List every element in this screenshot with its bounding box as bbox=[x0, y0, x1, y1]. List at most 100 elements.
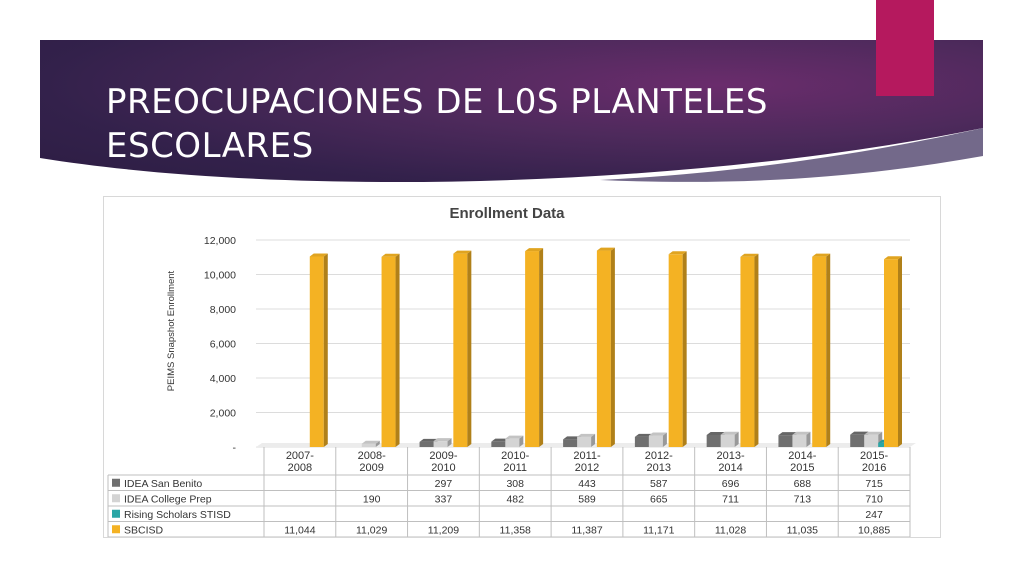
x-tick-label: 2007- bbox=[286, 450, 314, 462]
bar-top bbox=[884, 256, 902, 260]
data-label: 337 bbox=[435, 493, 453, 505]
data-label: 589 bbox=[578, 493, 596, 505]
bar-idea-college-prep bbox=[648, 432, 667, 447]
bar-sbcisd bbox=[453, 250, 472, 447]
x-tick-label: 2009 bbox=[359, 462, 383, 474]
y-tick-label: 12,000 bbox=[204, 235, 236, 247]
bar-idea-college-prep bbox=[361, 440, 380, 447]
bar-top bbox=[381, 253, 400, 257]
data-label: 443 bbox=[578, 478, 596, 490]
chart-frame: Enrollment Data PEIMS Snapshot Enrollmen… bbox=[103, 196, 941, 538]
bar-front bbox=[577, 436, 592, 447]
bar-sbcisd bbox=[596, 247, 615, 447]
bar-front bbox=[419, 441, 434, 447]
x-tick-label: 2008 bbox=[288, 462, 312, 474]
x-tick-label: 2013- bbox=[716, 450, 744, 462]
bar-side bbox=[898, 256, 902, 447]
bar-top bbox=[433, 438, 452, 442]
bar-front bbox=[361, 443, 376, 447]
x-tick-label: 2011- bbox=[573, 450, 601, 462]
bar-front bbox=[706, 434, 721, 447]
x-tick-label: 2010 bbox=[431, 462, 455, 474]
y-tick-label: - bbox=[233, 442, 237, 454]
bar-front bbox=[491, 441, 506, 447]
bar-idea-college-prep bbox=[577, 433, 596, 447]
x-tick-label: 2015- bbox=[860, 450, 888, 462]
data-label: 11,044 bbox=[284, 524, 315, 536]
bar-side bbox=[591, 433, 596, 447]
bar-front bbox=[648, 435, 663, 447]
data-label: 190 bbox=[363, 493, 381, 505]
bar-side bbox=[375, 440, 380, 447]
bar-top bbox=[419, 438, 438, 442]
data-label: 713 bbox=[794, 493, 812, 505]
bar-side bbox=[826, 253, 831, 447]
gridlines bbox=[256, 239, 910, 448]
bar-top bbox=[361, 440, 380, 444]
bar-top bbox=[792, 431, 811, 435]
bar-idea-college-prep bbox=[505, 435, 524, 447]
bars bbox=[256, 247, 916, 447]
bar-front bbox=[850, 434, 865, 447]
x-tick-label: 2008- bbox=[358, 450, 386, 462]
bar-side bbox=[610, 247, 615, 447]
enrollment-chart: Enrollment Data PEIMS Snapshot Enrollmen… bbox=[107, 205, 916, 538]
bar-front bbox=[309, 256, 324, 447]
legend-swatch bbox=[112, 494, 120, 503]
x-tick-label: 2010- bbox=[501, 450, 529, 462]
x-tick-label: 2012- bbox=[645, 450, 673, 462]
bar-front bbox=[634, 436, 649, 447]
bar-sbcisd bbox=[812, 253, 831, 447]
bar-side bbox=[467, 250, 472, 447]
legend-label: IDEA San Benito bbox=[124, 478, 202, 490]
bar-front bbox=[864, 434, 879, 447]
bar-top bbox=[668, 251, 687, 255]
bar-top bbox=[720, 431, 739, 435]
bar-top bbox=[850, 431, 869, 435]
bar-sbcisd bbox=[740, 253, 759, 447]
chart-title: Enrollment Data bbox=[449, 205, 565, 222]
bar-side bbox=[539, 248, 544, 447]
data-label: 11,171 bbox=[643, 524, 674, 536]
bar-sbcisd bbox=[884, 256, 902, 447]
bar-top bbox=[634, 433, 653, 437]
bar-top bbox=[864, 431, 883, 435]
data-label: 10,885 bbox=[858, 524, 890, 536]
data-label: 308 bbox=[506, 478, 524, 490]
bar-top bbox=[740, 253, 759, 257]
data-label: 688 bbox=[794, 478, 812, 490]
y-tick-label: 2,000 bbox=[210, 408, 236, 420]
bar-front bbox=[720, 434, 735, 447]
legend-swatch bbox=[112, 509, 120, 518]
bar-side bbox=[662, 432, 667, 447]
bar-top bbox=[812, 253, 831, 257]
bar-top bbox=[648, 432, 667, 436]
bar-front bbox=[740, 256, 755, 447]
legend-label: IDEA College Prep bbox=[124, 493, 212, 505]
data-table: 2007-2008 2008-2009 2009-2010 2010-2011 2011… bbox=[107, 447, 911, 538]
bar-side bbox=[682, 251, 687, 447]
bar-side bbox=[395, 253, 400, 447]
bar-top bbox=[309, 253, 328, 257]
legend-swatch bbox=[112, 525, 120, 534]
data-label: 11,029 bbox=[356, 524, 387, 536]
y-tick-label: 8,000 bbox=[210, 304, 236, 316]
bar-side bbox=[734, 431, 739, 447]
bar-front bbox=[453, 253, 468, 447]
bar-front bbox=[596, 250, 611, 447]
data-label: 696 bbox=[722, 478, 740, 490]
bar-front bbox=[792, 434, 807, 447]
accent-bar bbox=[876, 0, 934, 96]
bar-top bbox=[577, 433, 596, 437]
data-label: 297 bbox=[435, 478, 453, 490]
legend-label: SBCISD bbox=[124, 524, 164, 536]
bar-top bbox=[706, 431, 725, 435]
bar-front bbox=[381, 256, 396, 447]
data-label: 11,035 bbox=[787, 524, 818, 536]
bar-front bbox=[505, 438, 520, 447]
y-tick-labels: - 2,000 4,000 6,000 8,000 10,000 12,000 bbox=[204, 235, 237, 454]
bar-side bbox=[447, 438, 452, 447]
x-tick-label: 2015 bbox=[790, 462, 814, 474]
bar-idea-college-prep bbox=[792, 431, 811, 447]
bar-sbcisd bbox=[525, 248, 544, 447]
